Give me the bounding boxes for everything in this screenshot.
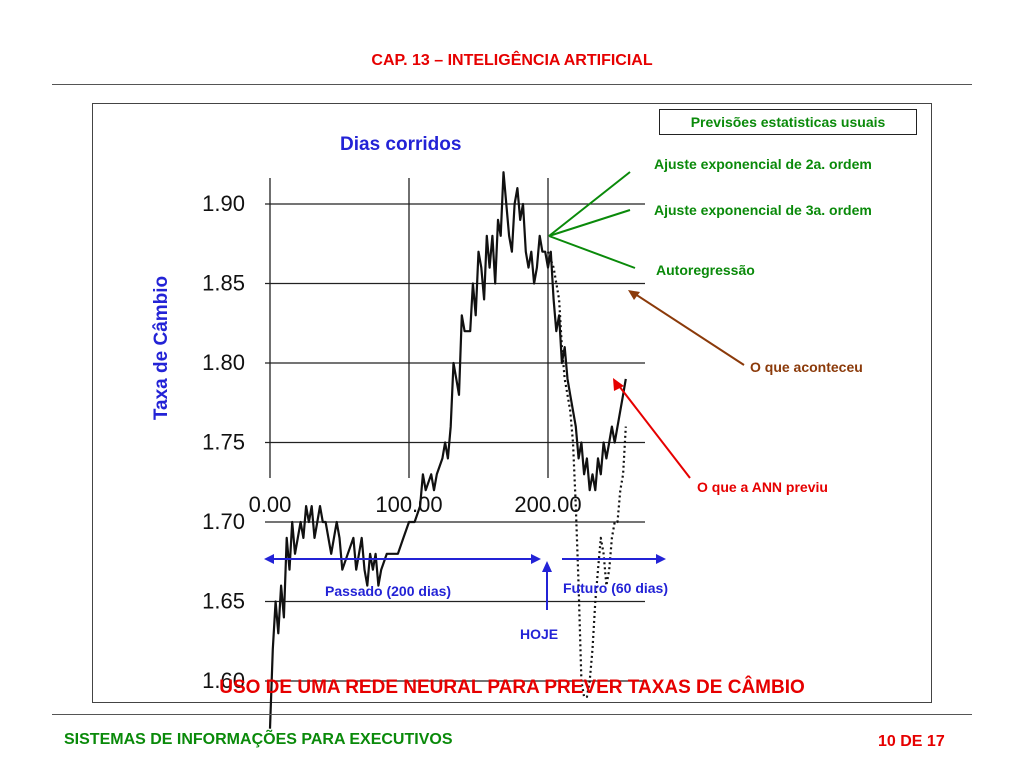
- footer-course-title: SISTEMAS DE INFORMAÇÕES PARA EXECUTIVOS: [64, 731, 453, 748]
- forecast-box-title: Previsões estatisticas usuais: [659, 109, 917, 135]
- x-tick-label: 200.00: [514, 492, 581, 517]
- ann-arrowhead: [613, 378, 624, 391]
- actual-arrowhead: [628, 290, 640, 300]
- header-divider: [52, 84, 972, 85]
- ann-forecast-line: [546, 251, 627, 699]
- content-frame: [92, 103, 932, 703]
- x-axis-title: Dias corridos: [340, 134, 462, 155]
- ann-label: O que a ANN previu: [697, 479, 828, 495]
- exp2-pointer-line: [548, 171, 631, 237]
- y-tick-label: 1.75: [202, 430, 245, 455]
- footer-page-number: 10 DE 17: [878, 733, 945, 750]
- today-arrowhead: [542, 561, 552, 572]
- future-arrowhead: [656, 554, 666, 564]
- y-tick-label: 1.65: [202, 589, 245, 614]
- slide-header-title: CAP. 13 – INTELIGÊNCIA ARTIFICIAL: [371, 52, 653, 69]
- today-label: HOJE: [520, 626, 559, 642]
- exp3-label: Ajuste exponencial de 3a. ordem: [654, 202, 872, 218]
- y-tick-label: 1.70: [202, 509, 245, 534]
- actual-rate-line: [268, 171, 627, 729]
- y-tick-label: 1.90: [202, 191, 245, 216]
- exp3-pointer-line: [548, 209, 631, 237]
- past-label: Passado (200 dias): [325, 583, 452, 599]
- y-tick-label: 1.60: [202, 668, 245, 693]
- x-tick-label: 0.00: [249, 492, 292, 517]
- actual-label: O que aconteceu: [750, 359, 863, 375]
- past-arrowhead-right: [531, 554, 541, 564]
- ann-pointer-line: [615, 381, 691, 479]
- autoreg-label: Autoregressão: [656, 262, 755, 278]
- actual-pointer-line: [631, 291, 745, 366]
- future-label: Futuro (60 dias): [563, 580, 669, 596]
- exp2-label: Ajuste exponencial de 2a. ordem: [654, 156, 872, 172]
- autoreg-pointer-line: [548, 235, 636, 269]
- y-tick-label: 1.80: [202, 350, 245, 375]
- slide-main-title: USO DE UMA REDE NEURAL PARA PREVER TAXAS…: [219, 677, 805, 698]
- past-arrowhead-left: [264, 554, 274, 564]
- x-tick-label: 100.00: [375, 492, 442, 517]
- footer-divider: [52, 714, 972, 715]
- y-tick-label: 1.85: [202, 271, 245, 296]
